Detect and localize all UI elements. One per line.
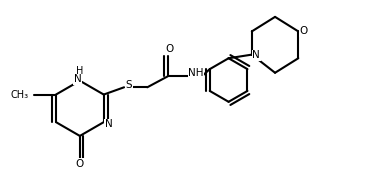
Text: NH: NH [188,69,204,79]
Text: N: N [105,119,113,129]
Text: S: S [126,80,132,90]
Text: N: N [74,74,82,84]
Text: N: N [252,50,260,60]
Text: O: O [76,159,84,169]
Text: O: O [299,26,307,36]
Text: O: O [166,44,174,54]
Text: CH₃: CH₃ [10,89,28,99]
Text: H: H [76,66,83,76]
